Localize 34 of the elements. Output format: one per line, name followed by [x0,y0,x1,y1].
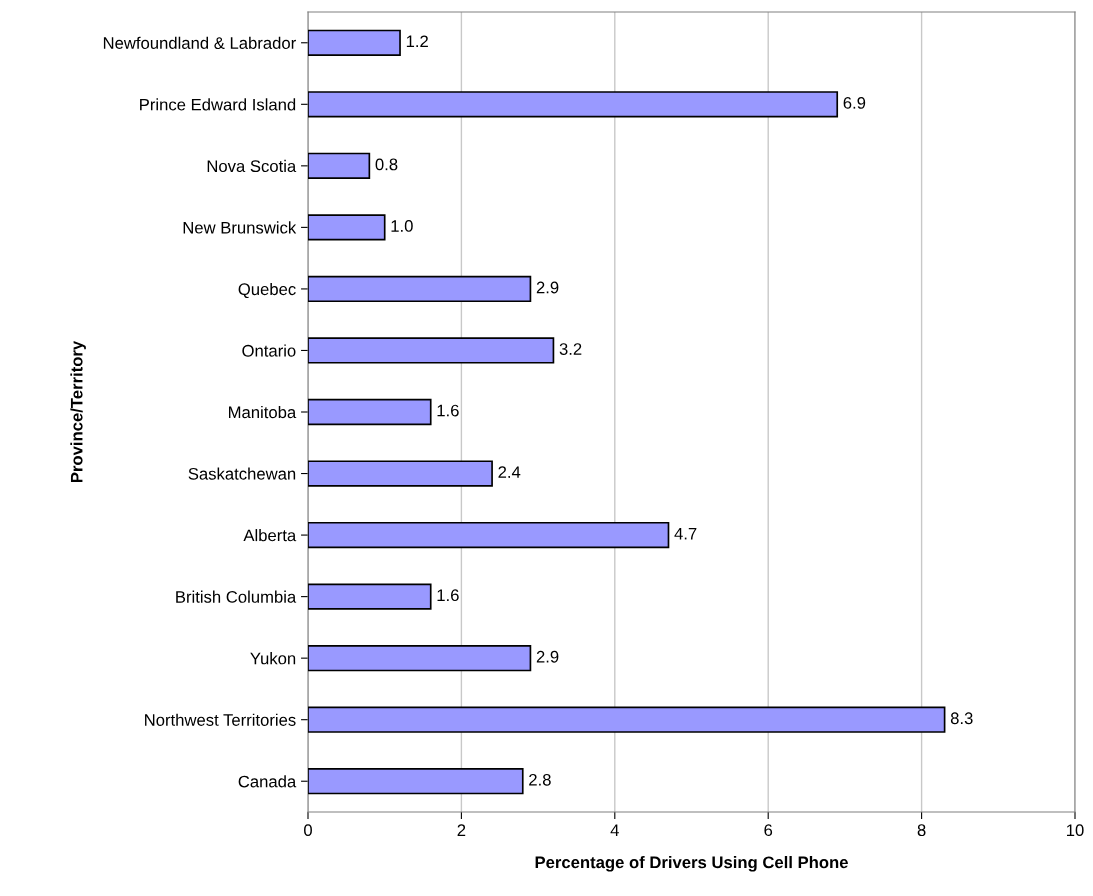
data-label: 1.2 [406,35,428,48]
data-label: 2.9 [536,281,559,294]
x-tick-label: 10 [1067,824,1084,837]
y-tick-label: Ontario [242,344,296,357]
data-label: 3.2 [559,343,582,355]
data-label: 4.7 [674,527,697,540]
data-label: 2.9 [536,650,559,663]
data-label: 8.3 [950,712,973,725]
y-tick-label: Saskatchewan [188,467,296,480]
data-label: 2.4 [498,466,521,478]
y-tick-label: British Columbia [176,590,297,603]
data-label: 0.8 [375,158,398,171]
y-tick-label: Prince Edward Island [140,98,296,111]
x-tick-label: 6 [764,824,773,837]
y-tick-label: New Brunswick [183,221,297,234]
y-tick-label: Manitoba [229,405,297,419]
y-tick-label: Canada [238,775,297,788]
x-tick-label: 2 [457,824,466,836]
y-tick-label: Northwest Territories [145,713,296,726]
x-axis-title: Percentage of Drivers Using Cell Phone [535,856,848,872]
x-tick-label: 0 [304,824,312,837]
y-tick-label: Quebec [238,282,296,299]
x-tick-label: 4 [610,824,619,836]
y-tick-label: Newfoundland & Labrador [103,36,296,49]
data-label: 1.6 [437,404,459,417]
x-tick-label: 8 [917,824,926,837]
data-label: 1.6 [437,589,459,602]
y-tick-label: Nova Scotia [207,159,297,173]
data-label: 1.0 [391,220,413,232]
y-tick-label: Yukon [250,652,296,665]
data-label: 6.9 [843,96,866,109]
y-axis-title: Province/Territory [70,340,86,483]
y-tick-label: Alberta [243,529,297,542]
data-label: 2.8 [529,773,551,786]
